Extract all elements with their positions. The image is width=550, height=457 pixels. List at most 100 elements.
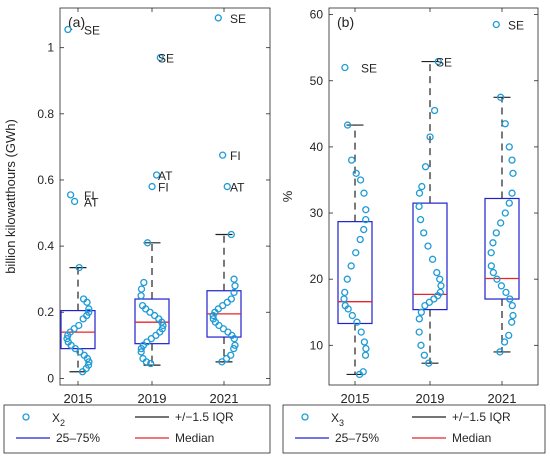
data-point [509,169,517,178]
points-b-2021 [487,20,517,356]
x-tick-label: 2021 [488,391,517,406]
outlier-label: SE [508,19,524,33]
data-point [496,348,504,356]
data-point [359,368,367,376]
x-tick-label: 2019 [138,391,167,406]
data-point [500,338,509,346]
data-point [343,121,352,129]
data-point [147,359,155,368]
data-point [505,143,513,151]
points-a-2019 [137,53,167,368]
data-point [70,197,79,206]
data-point [501,209,509,217]
legend-point-marker [22,413,30,421]
y-tick-label: 1 [47,41,54,55]
data-point [341,301,349,310]
data-point [156,53,164,62]
legend-box-label: 25–75% [56,431,100,445]
data-point [506,295,514,303]
x-tick-label: 2015 [64,391,93,406]
legend-point-marker [301,413,309,421]
data-point [147,335,155,343]
data-point [417,341,425,349]
data-point [223,182,231,191]
axes-box-a [59,7,271,386]
data-point [76,348,84,356]
data-point [362,215,370,224]
data-point [230,344,238,353]
data-point [421,163,430,171]
data-point [433,268,441,277]
data-point [502,288,510,297]
data-point [430,106,439,115]
data-point [158,325,166,333]
data-point [360,225,368,234]
data-point [418,182,426,191]
data-point [137,285,146,293]
data-point [347,262,355,270]
x-tick-label: 2019 [416,391,445,406]
y-tick-label: 40 [310,140,324,154]
data-point [140,278,148,287]
data-point [436,288,444,297]
data-point [143,239,152,247]
boxplot-b-2019 [412,60,448,364]
data-point [497,282,506,290]
data-point [75,263,83,272]
data-point [341,288,349,297]
points-a-2021 [209,14,239,366]
y-tick-label: 60 [310,8,324,22]
data-point [425,359,433,367]
data-point [356,176,365,184]
data-point [138,301,147,310]
data-point [493,275,501,283]
data-point [492,20,500,29]
data-point [340,295,348,303]
data-point [219,301,227,310]
data-point [227,230,235,239]
data-point [209,315,217,323]
data-point [159,321,167,330]
points-a-2015 [63,25,93,376]
legend-median-label: Median [452,431,491,445]
data-point [360,189,368,197]
data-point [63,335,71,343]
data-point [357,328,365,336]
legend-whisker-label: +/−1.5 IQR [175,410,234,424]
legend-points-subscript: 3 [339,418,344,428]
y-tick-label: 0.4 [37,239,54,253]
data-point [231,282,239,290]
data-point [75,321,83,330]
data-point [356,235,364,244]
data-point [70,325,78,333]
y-tick-label: 0.8 [37,107,54,121]
data-point [508,301,516,310]
outlier-label: FI [230,149,241,163]
data-point [224,328,232,336]
data-point [426,133,434,141]
axes-box-b [328,7,539,386]
panel-b: 10 20 30 40 50 60 2015 2019 2021% (b) SE SE SE [280,7,539,406]
y-tick-label: 10 [310,338,324,352]
outlier-label: SE [361,62,377,76]
data-point [487,262,495,270]
data-point [84,361,93,369]
data-point [139,354,147,363]
outlier-label: SE [158,52,174,66]
data-point [348,311,356,320]
data-point [508,189,516,197]
x-tick-label: 2021 [210,391,239,406]
data-point [417,308,425,316]
outlier-label: SE [84,23,100,37]
outlier-label: FI [84,189,95,203]
data-point [489,239,497,247]
data-point [230,288,238,297]
data-point [492,229,500,237]
points-b-2015 [340,63,370,379]
data-point [343,275,351,283]
outlier-label: AT [84,195,99,209]
data-point [425,298,433,306]
y-tick-label: 50 [310,74,324,88]
data-point [496,93,505,101]
